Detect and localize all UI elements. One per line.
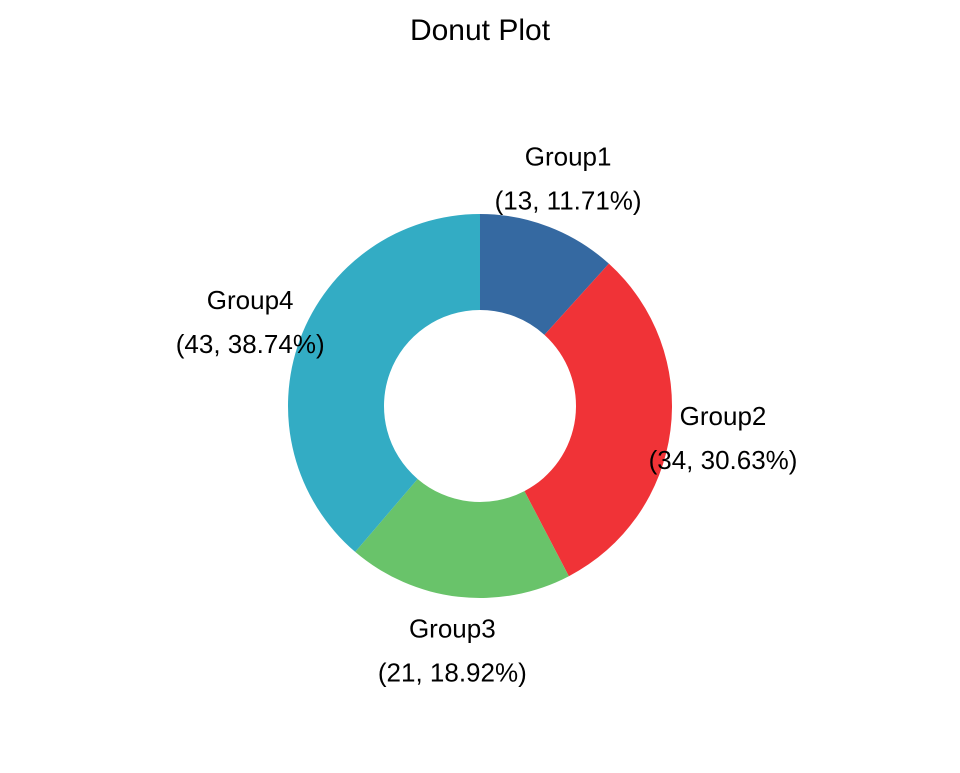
slice-label-name-group4: Group4: [207, 285, 294, 315]
slice-labels: Group1 (13, 11.71%) Group2 (34, 30.63%) Grou…: [176, 141, 798, 687]
slice-label-name-group3: Group3: [409, 613, 496, 643]
donut-slice-group4: [288, 214, 480, 552]
donut-slices: [288, 214, 672, 598]
slice-label-detail-group4: (43, 38.74%): [176, 329, 325, 359]
slice-label-detail-group2: (34, 30.63%): [649, 445, 798, 475]
donut-slice-group2: [524, 263, 672, 577]
slice-label-name-group2: Group2: [680, 401, 767, 431]
slice-label-detail-group1: (13, 11.71%): [495, 185, 642, 215]
donut-slice-group1: [480, 214, 609, 335]
chart-title: Donut Plot: [410, 14, 551, 47]
slice-label-name-group1: Group1: [525, 141, 612, 171]
donut-slice-group3: [355, 478, 569, 598]
slice-label-detail-group3: (21, 18.92%): [378, 657, 527, 687]
